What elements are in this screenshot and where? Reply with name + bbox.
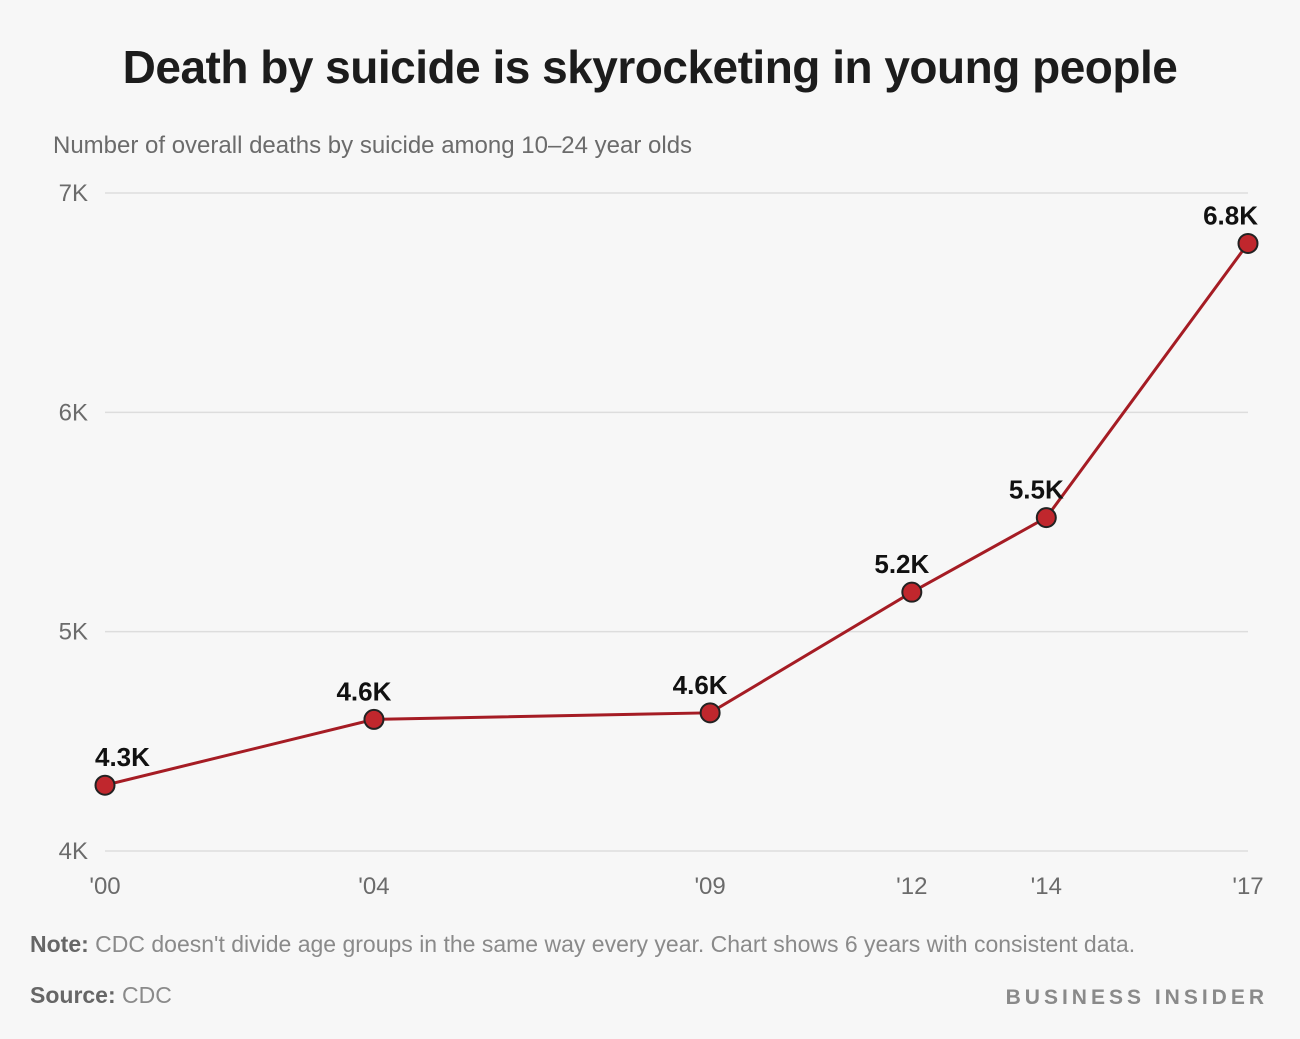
y-tick-label: 4K [59, 838, 88, 865]
x-tick-label: '14 [1031, 873, 1062, 900]
chart-note: Note: CDC doesn't divide age groups in t… [30, 931, 1135, 958]
data-point [363, 708, 385, 730]
x-tick-label: '09 [694, 873, 725, 900]
x-axis-ticks: '00 '04 '09 '12 '14 '17 [89, 873, 1263, 900]
data-label: 4.6K [336, 676, 391, 706]
y-axis-ticks: 4K 5K 6K 7K [59, 180, 88, 865]
series-line [104, 242, 1250, 787]
data-label: 5.2K [874, 549, 929, 579]
x-tick-label: '17 [1232, 873, 1263, 900]
data-point [699, 702, 721, 724]
y-tick-label: 5K [59, 619, 88, 646]
y-tick-label: 6K [59, 399, 88, 426]
data-point [901, 581, 923, 603]
source-label: Source: [30, 982, 116, 1008]
x-tick-label: '12 [896, 873, 927, 900]
data-labels: 4.3K 4.6K 4.6K 5.2K 5.5K 6.8K [95, 200, 1258, 772]
data-label: 5.5K [1009, 475, 1064, 505]
chart-source: Source: CDC [30, 982, 172, 1009]
data-point [1035, 507, 1057, 529]
chart-subtitle: Number of overall deaths by suicide amon… [53, 132, 693, 159]
chart-title: Death by suicide is skyrocketing in youn… [122, 41, 1178, 93]
data-label: 4.3K [95, 742, 150, 772]
data-point [1237, 232, 1259, 254]
x-tick-label: '04 [358, 873, 389, 900]
brand-logo: BUSINESS INSIDER [1005, 986, 1268, 1009]
grid-lines [105, 192, 1248, 852]
source-text: CDC [122, 982, 172, 1008]
data-point [94, 774, 116, 796]
data-label: 6.8K [1203, 200, 1258, 230]
note-label: Note: [30, 931, 89, 957]
note-text: CDC doesn't divide age groups in the sam… [95, 931, 1136, 957]
data-points [94, 232, 1259, 796]
line-chart: 4K 5K 6K 7K '00 '04 '09 '12 '14 '17 4.3K 4.6K 4.6K… [59, 180, 1264, 900]
data-label: 4.6K [673, 670, 728, 700]
x-tick-label: '00 [89, 873, 120, 900]
y-tick-label: 7K [59, 180, 88, 207]
series-line-path [104, 242, 1250, 787]
